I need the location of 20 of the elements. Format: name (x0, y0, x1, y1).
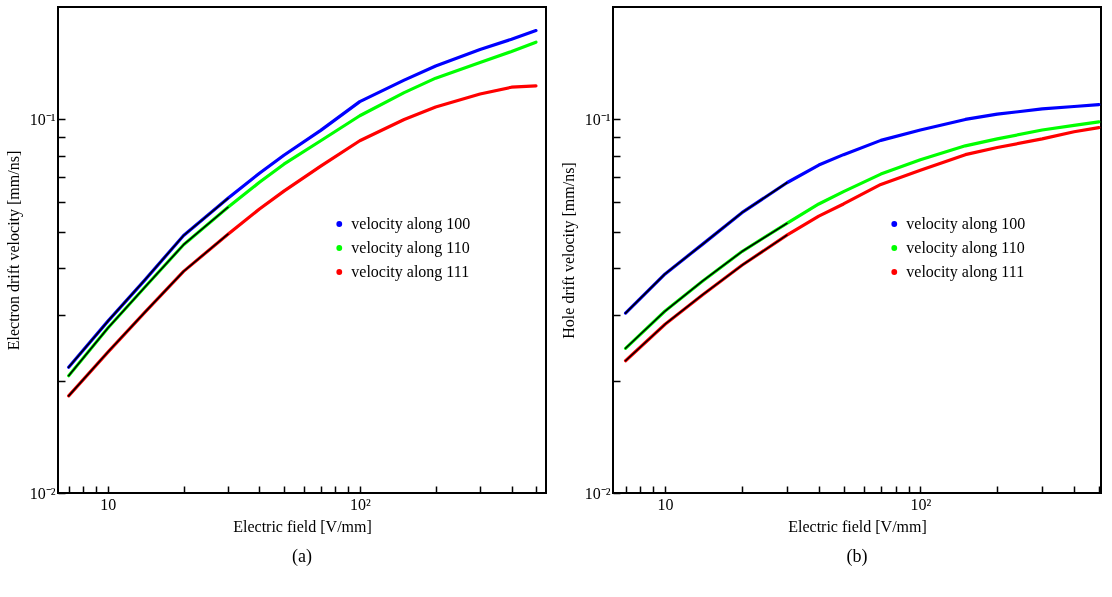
y-tick-label: 10⁻² (584, 484, 611, 502)
legend-label: velocity along 110 (351, 238, 470, 257)
y-axis-title: Electron drift velocity [mm/ns] (4, 150, 23, 351)
x-tick-label: 10² (910, 495, 932, 513)
y-tick-label: 10⁻² (29, 484, 56, 502)
x-tick-label: 10 (100, 495, 117, 513)
x-tick-label: 10 (657, 495, 674, 513)
legend-label: velocity along 110 (906, 238, 1025, 257)
x-tick-label: 10² (349, 495, 371, 513)
legend-label: velocity along 100 (906, 214, 1026, 233)
legend-label: velocity along 111 (351, 262, 470, 281)
text: (b) (846, 546, 868, 567)
y-tick-label: 10⁻¹ (584, 110, 611, 128)
y-tick-label: 10⁻¹ (29, 110, 56, 128)
x-axis-title: Electric field [V/mm] (788, 517, 927, 535)
legend-label: velocity along 111 (906, 262, 1025, 281)
legend-label: velocity along 100 (351, 214, 471, 233)
y-axis-title: Hole drift velocity [mm/ns] (559, 162, 578, 339)
x-axis-title: Electric field [V/mm] (233, 517, 372, 535)
text: (a) (292, 546, 312, 567)
